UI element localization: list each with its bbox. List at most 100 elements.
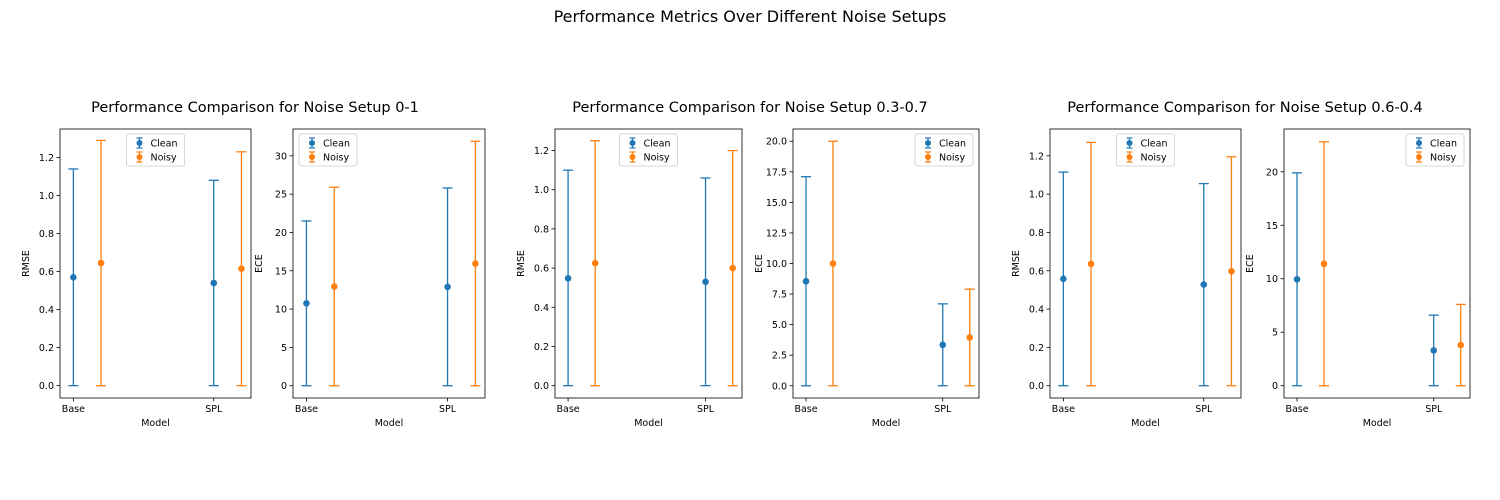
data-point — [210, 279, 218, 287]
data-point — [966, 334, 973, 341]
y-axis-label: ECE — [254, 254, 265, 273]
axes-frame — [792, 128, 980, 399]
y-tick-label: 7.5 — [772, 290, 787, 301]
legend-label: Clean — [939, 139, 966, 150]
x-axis-label: Model — [1363, 418, 1392, 429]
x-tick-label: SPL — [934, 404, 952, 415]
y-tick-label: 20.0 — [766, 137, 787, 148]
data-point — [591, 259, 599, 267]
y-tick-label: 0 — [281, 381, 287, 392]
legend-label: Noisy — [1141, 153, 1168, 164]
x-tick-label: SPL — [1195, 404, 1213, 415]
y-tick-label: 0.8 — [534, 224, 549, 235]
x-tick-label: Base — [295, 404, 318, 415]
y-tick-label: 0.4 — [1029, 305, 1044, 316]
legend-label: Noisy — [939, 153, 966, 164]
data-point — [97, 259, 105, 267]
legend-marker — [629, 140, 636, 146]
legend-marker — [1416, 140, 1422, 146]
data-point — [303, 300, 310, 307]
y-tick-label: 0.0 — [39, 381, 54, 392]
legend-marker — [925, 154, 931, 160]
y-tick-label: 0 — [1272, 381, 1278, 392]
y-tick-label: 20 — [275, 228, 287, 239]
data-point — [702, 278, 709, 286]
y-tick-label: 10 — [1266, 274, 1278, 285]
axes-frame — [292, 128, 486, 399]
data-point — [829, 260, 837, 267]
data-point — [1320, 260, 1328, 268]
legend-marker — [136, 140, 143, 146]
y-tick-label: 5 — [281, 343, 287, 354]
axes-frame — [59, 128, 252, 399]
x-axis-label: Model — [375, 418, 404, 429]
legend-label: Clean — [151, 139, 178, 150]
y-axis-label: ECE — [1245, 254, 1256, 273]
legend-marker — [1416, 154, 1422, 160]
y-tick-label: 1.2 — [1029, 151, 1044, 162]
y-tick-label: 15 — [275, 266, 287, 277]
y-tick-label: 0.2 — [1029, 343, 1044, 354]
y-tick-label: 0.6 — [39, 267, 54, 278]
legend-label: Noisy — [151, 153, 178, 164]
data-point — [1293, 275, 1301, 283]
legend-label: Clean — [644, 139, 671, 150]
legend-marker — [309, 140, 315, 146]
x-tick-label: SPL — [439, 404, 457, 415]
legend-marker — [309, 154, 315, 160]
y-tick-label: 0.0 — [772, 381, 787, 392]
legend-label: Clean — [323, 139, 350, 150]
y-tick-label: 0.0 — [534, 381, 549, 392]
legend-marker — [136, 154, 143, 160]
y-tick-label: 1.0 — [1029, 190, 1044, 201]
y-tick-label: 5.0 — [772, 320, 787, 331]
data-point — [939, 341, 947, 349]
y-tick-label: 1.0 — [39, 191, 54, 202]
x-tick-label: SPL — [697, 404, 715, 415]
axes-frame — [1049, 128, 1242, 399]
subplot-title: Performance Comparison for Noise Setup 0… — [1067, 100, 1422, 116]
x-axis-label: Model — [634, 418, 663, 429]
figure-title: Performance Metrics Over Different Noise… — [553, 7, 947, 26]
x-axis-label: Model — [872, 418, 901, 429]
y-tick-label: 12.5 — [766, 228, 787, 239]
x-tick-label: Base — [1052, 404, 1075, 415]
legend-label: Clean — [1141, 139, 1168, 150]
y-tick-label: 10 — [275, 305, 287, 316]
x-axis-label: Model — [141, 418, 170, 429]
subplot-title: Performance Comparison for Noise Setup 0… — [91, 100, 419, 116]
legend-marker — [629, 154, 636, 160]
y-tick-label: 5 — [1272, 328, 1278, 339]
y-tick-label: 2.5 — [772, 351, 787, 362]
x-tick-label: Base — [62, 404, 85, 415]
y-tick-label: 1.0 — [534, 185, 549, 196]
y-tick-label: 0.4 — [534, 303, 549, 314]
data-point — [1200, 281, 1208, 288]
x-tick-label: Base — [794, 404, 817, 415]
y-tick-label: 15.0 — [766, 198, 787, 209]
legend-marker — [925, 140, 931, 146]
legend-marker — [1126, 140, 1133, 146]
x-tick-label: Base — [1285, 404, 1308, 415]
y-tick-label: 0.6 — [1029, 266, 1044, 277]
data-point — [729, 264, 736, 272]
y-tick-label: 17.5 — [766, 167, 787, 178]
y-tick-label: 1.2 — [39, 153, 54, 164]
data-point — [1430, 347, 1438, 354]
axes-frame — [554, 128, 743, 399]
data-point — [444, 283, 451, 291]
y-tick-label: 0.8 — [39, 229, 54, 240]
data-point — [1087, 260, 1095, 268]
y-tick-label: 25 — [275, 190, 287, 201]
x-tick-label: Base — [557, 404, 580, 415]
y-axis-label: RMSE — [516, 250, 527, 277]
legend-label: Noisy — [323, 153, 350, 164]
data-point — [238, 265, 245, 273]
y-tick-label: 0.2 — [39, 343, 54, 354]
y-tick-label: 0.2 — [534, 342, 549, 353]
data-point — [802, 277, 810, 285]
subplot-title: Performance Comparison for Noise Setup 0… — [572, 100, 927, 116]
y-tick-label: 0.0 — [1029, 381, 1044, 392]
y-axis-label: RMSE — [1011, 250, 1022, 277]
y-tick-label: 0.4 — [39, 305, 54, 316]
